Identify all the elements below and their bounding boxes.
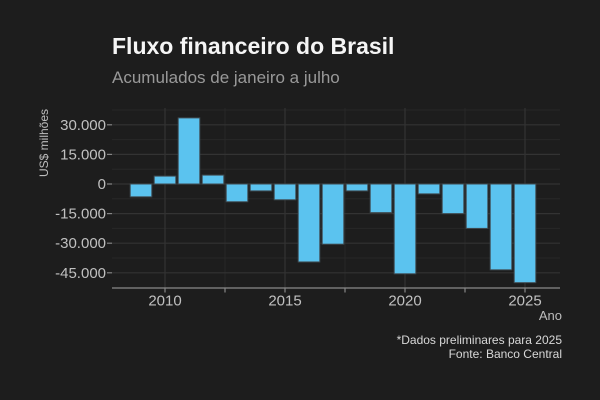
x-axis-title: Ano	[538, 308, 562, 323]
bar-2016	[297, 183, 321, 263]
bar-2023	[465, 183, 489, 229]
bar-2013	[225, 183, 249, 203]
bar-2025	[513, 183, 537, 284]
y-axis-title: US$ milhões	[37, 108, 51, 178]
bar-2024	[489, 183, 513, 271]
y-tick-label-15.000: 15.000	[60, 146, 106, 163]
y-tick-label-0: 0	[98, 176, 106, 193]
y-tick-label--15.000: -15.000	[55, 206, 106, 223]
y-tick-label--30.000: -30.000	[55, 235, 106, 252]
chart-subtitle: Acumulados de janeiro a julho	[112, 68, 340, 87]
bar-2022	[441, 183, 465, 215]
caption-source: Fonte: Banco Central	[448, 346, 562, 361]
chart-caption: *Dados preliminares para 2025 Fonte: Ban…	[396, 333, 562, 361]
bar-2015	[273, 183, 297, 201]
x-tick-label-2020: 2020	[388, 293, 421, 310]
x-tick-label-2015: 2015	[268, 293, 301, 310]
x-tick-label-2025: 2025	[508, 293, 541, 310]
bar-2020	[393, 183, 417, 275]
bar-2011	[177, 117, 201, 185]
x-tick-label-2010: 2010	[148, 293, 181, 310]
bar-2010	[153, 175, 177, 185]
bar-2018	[345, 183, 369, 192]
chart-title: Fluxo financeiro do Brasil	[112, 33, 395, 59]
bar-2019	[369, 183, 393, 214]
bar-2014	[249, 183, 273, 192]
bar-2012	[201, 174, 225, 185]
caption-note: *Dados preliminares para 2025	[396, 333, 562, 347]
bar-2021	[417, 183, 441, 195]
bar-2009	[129, 183, 153, 198]
y-tick-label-30.000: 30.000	[60, 117, 106, 134]
y-tick-label--45.000: -45.000	[55, 265, 106, 282]
bar-2017	[321, 183, 345, 245]
